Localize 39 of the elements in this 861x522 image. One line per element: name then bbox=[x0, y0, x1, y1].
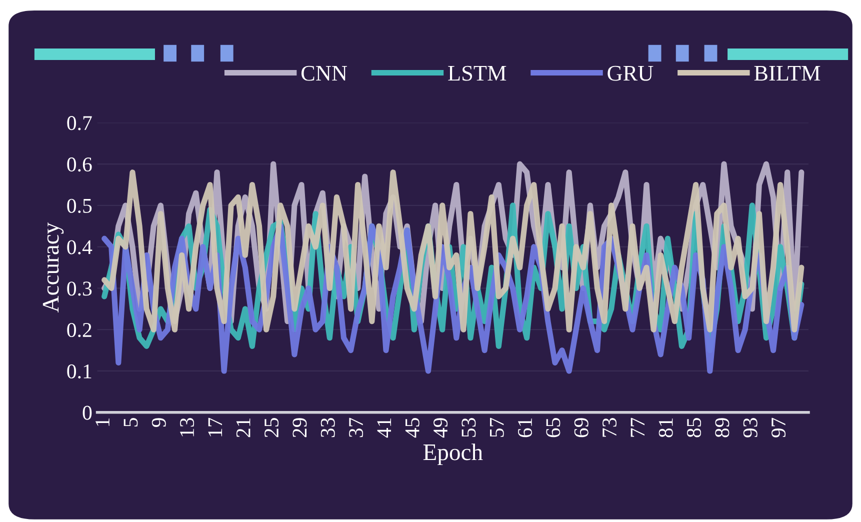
y-axis-title: Accuracy bbox=[42, 222, 64, 313]
x-tick-label: 93 bbox=[743, 418, 758, 438]
y-tick-label: 0 bbox=[82, 406, 92, 420]
x-tick-label: 13 bbox=[180, 418, 194, 436]
x-tick-label: 85 bbox=[686, 418, 702, 438]
legend-label: CNN bbox=[301, 66, 347, 81]
x-tick-label: 69 bbox=[574, 418, 588, 438]
x-tick-label: 17 bbox=[208, 418, 222, 436]
x-tick-label: 89 bbox=[715, 418, 730, 438]
y-tick-label: 0.4 bbox=[67, 240, 92, 254]
x-tick-label: 61 bbox=[518, 418, 532, 438]
x-tick-label: 65 bbox=[546, 418, 560, 438]
y-tick-label: 0.3 bbox=[67, 282, 92, 296]
legend-label: LSTM bbox=[448, 66, 506, 81]
x-tick-label: 49 bbox=[434, 418, 448, 438]
x-tick-label: 41 bbox=[377, 418, 391, 438]
y-tick-label: 0.6 bbox=[67, 157, 92, 172]
x-tick-label: 29 bbox=[292, 418, 307, 438]
x-tick-label: 45 bbox=[405, 418, 420, 438]
legend-label: BILTM bbox=[754, 66, 820, 81]
x-tick-label: 9 bbox=[152, 418, 166, 427]
x-tick-label: 1 bbox=[96, 418, 110, 426]
x-tick-label: 57 bbox=[490, 418, 504, 437]
y-tick-label: 0.5 bbox=[67, 198, 92, 213]
x-tick-label: 53 bbox=[462, 418, 476, 437]
x-tick-label: 5 bbox=[124, 418, 138, 426]
x-axis-title: Epoch bbox=[423, 444, 483, 466]
x-tick-label: 33 bbox=[320, 418, 335, 438]
x-tick-label: 21 bbox=[236, 418, 250, 438]
x-tick-label: 77 bbox=[630, 418, 644, 437]
x-tick-label: 81 bbox=[658, 418, 673, 438]
legend-label: GRU bbox=[608, 66, 654, 81]
y-tick-label: 0.1 bbox=[67, 364, 92, 379]
x-tick-label: 73 bbox=[602, 418, 617, 437]
y-tick-label: 0.7 bbox=[67, 116, 92, 130]
y-tick-label: 0.2 bbox=[67, 322, 92, 338]
x-tick-label: 25 bbox=[264, 418, 279, 438]
x-tick-label: 97 bbox=[772, 418, 786, 438]
x-tick-label: 37 bbox=[349, 418, 364, 438]
